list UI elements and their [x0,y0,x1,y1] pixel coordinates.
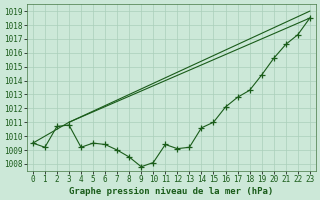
X-axis label: Graphe pression niveau de la mer (hPa): Graphe pression niveau de la mer (hPa) [69,187,274,196]
